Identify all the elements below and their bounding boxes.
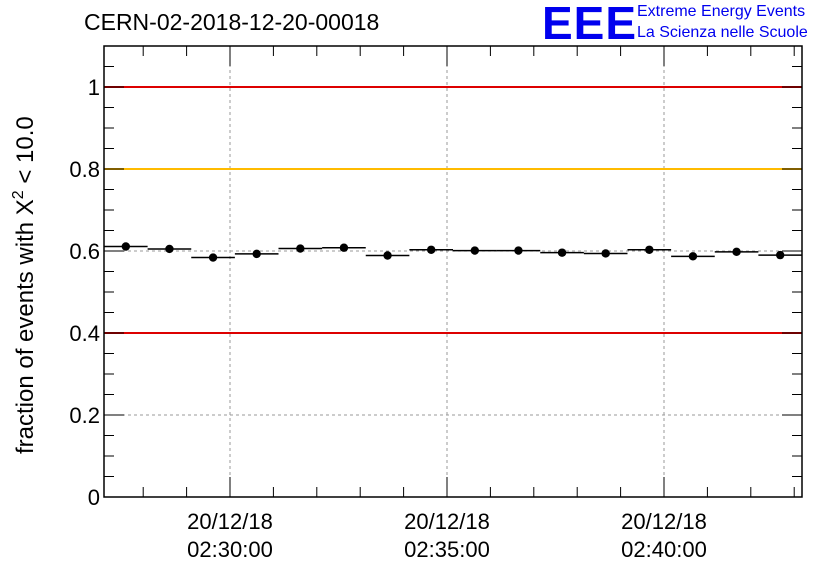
y-tick-label-4: 0.8 <box>69 157 100 182</box>
data-points <box>104 242 802 262</box>
data-point-10 <box>557 248 567 257</box>
data-point-7 <box>426 245 436 254</box>
reference-lines <box>104 86 802 334</box>
data-point-4 <box>296 244 305 253</box>
logo-text-line-1: Extreme Energy Events <box>637 3 806 20</box>
x-tick-label-time-0: 02:30:00 <box>187 537 273 562</box>
y-tick-label-2: 0.4 <box>69 321 100 346</box>
x-tick-label-time-2: 02:40:00 <box>621 537 707 562</box>
data-point-12 <box>645 245 654 254</box>
y-tick-label-3: 0.6 <box>69 239 100 264</box>
data-point-2 <box>208 253 218 262</box>
y-axis-label: fraction of events with X2 < 10.0 <box>10 116 39 454</box>
logo-text-line-2: La Scienza nelle Scuole <box>637 24 808 41</box>
x-tick-label-time-1: 02:35:00 <box>404 537 490 562</box>
data-point-11 <box>601 249 610 258</box>
chart-title: CERN-02-2018-12-20-00018 <box>84 9 380 35</box>
y-tick-label-0: 0 <box>88 485 100 510</box>
plot-border <box>103 45 803 498</box>
x-tick-label-date-1: 20/12/18 <box>404 509 490 534</box>
data-point-9 <box>514 246 523 255</box>
data-point-14 <box>732 247 741 257</box>
y-tick-labels: 0 0.2 0.4 0.6 0.8 1 <box>69 75 100 510</box>
y-tick-label-5: 1 <box>88 75 100 100</box>
grid-lines <box>104 46 802 497</box>
data-point-1 <box>165 244 174 254</box>
y-tick-label-1: 0.2 <box>69 403 100 428</box>
axis-ticks <box>104 45 802 498</box>
x-tick-labels: 20/12/18 02:30:00 20/12/18 02:35:00 20/12/18… <box>187 509 707 562</box>
plot-frame <box>103 45 803 498</box>
data-point-15 <box>775 250 785 260</box>
data-point-13 <box>688 252 698 261</box>
x-tick-label-date-0: 20/12/18 <box>187 509 273 534</box>
data-point-0 <box>121 242 131 251</box>
data-point-8 <box>470 246 480 255</box>
eee-logo: EEE <box>542 0 638 49</box>
y-axis-label-tail: < 10.0 <box>12 116 39 190</box>
data-point-3 <box>252 249 261 259</box>
y-axis-label-superscript: 2 <box>10 190 27 199</box>
data-point-5 <box>339 243 349 252</box>
x-tick-label-date-2: 20/12/18 <box>621 509 707 534</box>
data-point-6 <box>383 251 392 260</box>
y-axis-label-main: fraction of events with X <box>12 199 39 454</box>
